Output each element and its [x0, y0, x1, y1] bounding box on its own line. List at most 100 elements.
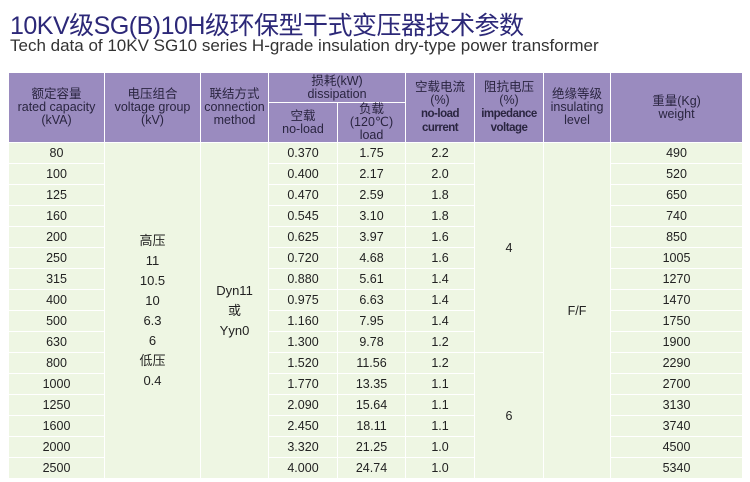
noload-current-cell: 1.4	[405, 310, 476, 332]
capacity-cell: 100	[8, 163, 105, 185]
noload-current-cell: 1.8	[405, 205, 476, 227]
capacity-cell: 800	[8, 352, 105, 374]
noload-current-cell: 1.1	[405, 415, 476, 437]
noload-current-cell: 2.2	[405, 142, 476, 164]
weight-cell: 5340	[610, 457, 744, 478]
noload-current-cell: 1.0	[405, 436, 476, 458]
header-noload: 空载 no-load	[268, 102, 338, 143]
noload-current-cell: 1.6	[405, 247, 476, 269]
voltage-group-cell: 高压 11 10.5 10 6.3 6 低压 0.4	[104, 142, 201, 478]
weight-cell: 740	[610, 205, 744, 227]
noload-current-cell: 1.2	[405, 352, 476, 374]
table-row: 500 1.160 7.95 1.4 1750	[8, 310, 744, 332]
header-voltage: 电压组合 voltage group (kV)	[104, 72, 201, 143]
load-loss-cell: 1.75	[336, 142, 407, 164]
page-subtitle: Tech data of 10KV SG10 series H-grade in…	[10, 36, 599, 55]
weight-cell: 490	[610, 142, 744, 164]
weight-cell: 3740	[610, 415, 744, 437]
weight-cell: 1900	[610, 331, 744, 353]
table-row: 125 0.470 2.59 1.8 650	[8, 184, 744, 206]
load-loss-cell: 9.78	[336, 331, 407, 353]
noload-current-cell: 1.4	[405, 268, 476, 290]
header-dissipation: 损耗(kW) dissipation	[267, 72, 407, 103]
table-row: 1600 2.450 18.11 1.1 3740	[8, 415, 744, 437]
table-row: 400 0.975 6.63 1.4 1470	[8, 289, 744, 311]
table-row: 315 0.880 5.61 1.4 1270	[8, 268, 744, 290]
load-loss-cell: 15.64	[336, 394, 407, 416]
weight-cell: 650	[610, 184, 744, 206]
load-loss-cell: 7.95	[336, 310, 407, 332]
noload-current-cell: 1.8	[405, 184, 476, 206]
weight-cell: 2290	[610, 352, 744, 374]
impedance-cell: 6	[474, 352, 545, 478]
noload-loss-cell: 1.300	[268, 331, 338, 353]
load-loss-cell: 2.59	[336, 184, 407, 206]
noload-loss-cell: 2.450	[268, 415, 338, 437]
noload-current-cell: 1.4	[405, 289, 476, 311]
header-impedance: 阻抗电压 (%) impedance voltage	[474, 72, 545, 143]
noload-loss-cell: 1.160	[268, 310, 338, 332]
noload-loss-cell: 3.320	[268, 436, 338, 458]
load-loss-cell: 4.68	[336, 247, 407, 269]
noload-loss-cell: 0.370	[268, 142, 338, 164]
capacity-cell: 1000	[8, 373, 105, 395]
weight-cell: 4500	[610, 436, 744, 458]
noload-loss-cell: 1.770	[268, 373, 338, 395]
load-loss-cell: 3.97	[336, 226, 407, 248]
noload-loss-cell: 0.400	[268, 163, 338, 185]
capacity-cell: 160	[8, 205, 105, 227]
noload-current-cell: 2.0	[405, 163, 476, 185]
table-row: 250 0.720 4.68 1.6 1005	[8, 247, 744, 269]
noload-current-cell: 1.6	[405, 226, 476, 248]
load-loss-cell: 11.56	[336, 352, 407, 374]
impedance-cell: 4	[474, 142, 545, 353]
capacity-cell: 2500	[8, 457, 105, 478]
header-current: 空载电流 (%) no-load current	[405, 72, 476, 143]
table-row: 2500 4.000 24.74 1.0 5340	[8, 457, 744, 478]
load-loss-cell: 6.63	[336, 289, 407, 311]
capacity-cell: 125	[8, 184, 105, 206]
load-loss-cell: 5.61	[336, 268, 407, 290]
noload-loss-cell: 2.090	[268, 394, 338, 416]
capacity-cell: 250	[8, 247, 105, 269]
weight-cell: 1750	[610, 310, 744, 332]
weight-cell: 520	[610, 163, 744, 185]
load-loss-cell: 13.35	[336, 373, 407, 395]
weight-cell: 850	[610, 226, 744, 248]
weight-cell: 1005	[610, 247, 744, 269]
header-connection: 联结方式 connection method	[200, 72, 269, 143]
page-title: 10KV级SG(B)10H级环保型干式变压器技术参数	[10, 12, 524, 40]
noload-loss-cell: 0.975	[268, 289, 338, 311]
capacity-cell: 2000	[8, 436, 105, 458]
noload-loss-cell: 0.880	[268, 268, 338, 290]
noload-current-cell: 1.0	[405, 457, 476, 478]
noload-loss-cell: 4.000	[268, 457, 338, 478]
table-row: 200 0.625 3.97 1.6 850	[8, 226, 744, 248]
load-loss-cell: 24.74	[336, 457, 407, 478]
load-loss-cell: 18.11	[336, 415, 407, 437]
capacity-cell: 1600	[8, 415, 105, 437]
table-row: 160 0.545 3.10 1.8 740	[8, 205, 744, 227]
capacity-cell: 500	[8, 310, 105, 332]
weight-cell: 2700	[610, 373, 744, 395]
noload-loss-cell: 0.625	[268, 226, 338, 248]
spec-table: 额定容量 rated capacity (kVA) 电压组合 voltage grou…	[8, 72, 744, 478]
noload-loss-cell: 1.520	[268, 352, 338, 374]
table-row: 100 0.400 2.17 2.0 520	[8, 163, 744, 185]
table-row: 630 1.300 9.78 1.2 1900	[8, 331, 744, 353]
load-loss-cell: 3.10	[336, 205, 407, 227]
capacity-cell: 200	[8, 226, 105, 248]
load-loss-cell: 2.17	[336, 163, 407, 185]
capacity-cell: 80	[8, 142, 105, 164]
capacity-cell: 630	[8, 331, 105, 353]
table-row: 80 高压 11 10.5 10 6.3 6 低压 0.4 Dyn11 或 Yyn0 0.370 1.75…	[8, 142, 744, 478]
table-row: 1000 1.770 13.35 1.1 2700	[8, 373, 744, 395]
capacity-cell: 400	[8, 289, 105, 311]
connection-cell: Dyn11 或 Yyn0	[200, 142, 269, 478]
load-loss-cell: 21.25	[336, 436, 407, 458]
weight-cell: 1270	[610, 268, 744, 290]
noload-current-cell: 1.1	[405, 394, 476, 416]
header-insulating: 绝缘等级 insulating level	[543, 72, 612, 143]
noload-loss-cell: 0.470	[268, 184, 338, 206]
noload-loss-cell: 0.720	[268, 247, 338, 269]
